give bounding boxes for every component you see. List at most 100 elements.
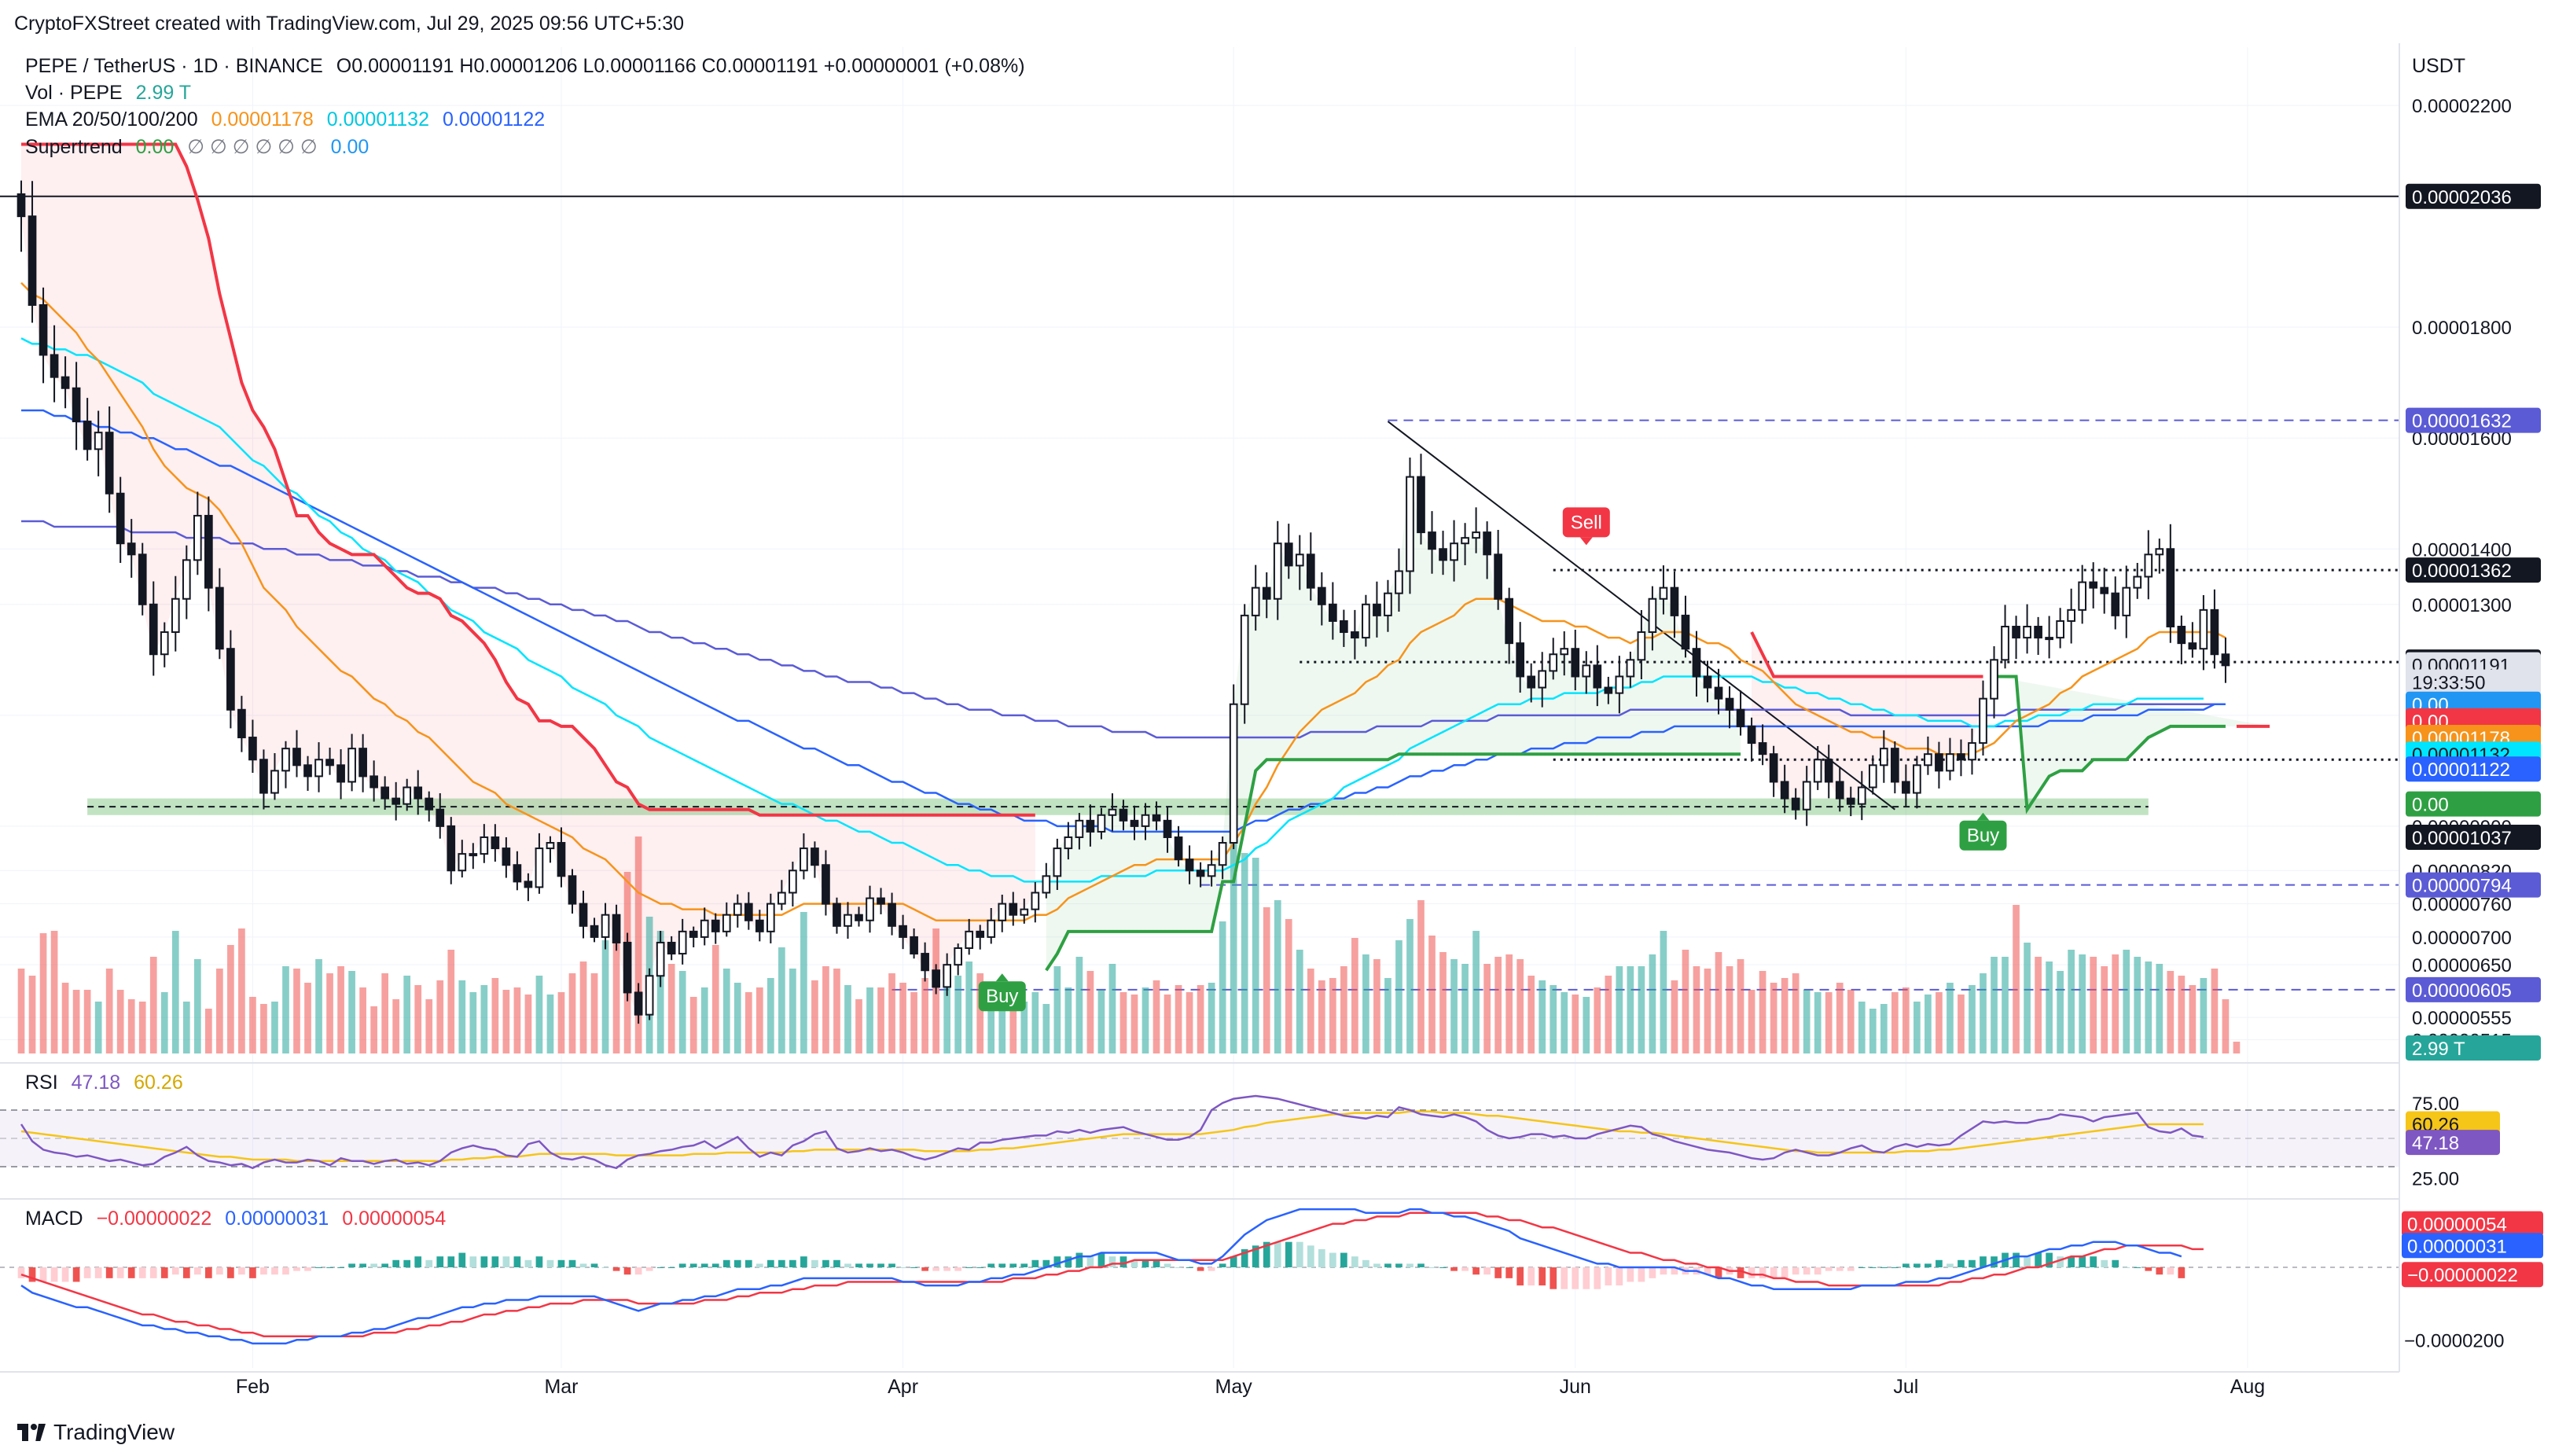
candle[interactable] [524, 873, 533, 902]
supertrend-label[interactable]: Supertrend [25, 136, 123, 158]
candle[interactable] [1725, 686, 1734, 729]
candle[interactable] [689, 926, 698, 947]
candle[interactable] [1163, 807, 1172, 853]
candle[interactable] [1835, 767, 1844, 812]
candle[interactable] [17, 180, 26, 252]
candle[interactable] [1130, 805, 1139, 840]
candle[interactable] [1009, 892, 1018, 926]
candle[interactable] [1924, 736, 1932, 775]
candle[interactable] [1604, 676, 1613, 704]
candle[interactable] [2034, 616, 2042, 655]
candle[interactable] [2166, 524, 2175, 643]
candle[interactable] [1593, 645, 1602, 707]
candle[interactable] [1031, 881, 1040, 923]
candle[interactable] [149, 581, 158, 676]
candle[interactable] [1086, 804, 1095, 847]
candle[interactable] [1615, 656, 1624, 714]
candle[interactable] [50, 325, 59, 403]
price-label-pill[interactable]: 0.00001362 [2406, 557, 2541, 583]
candle[interactable] [2111, 576, 2120, 630]
candle[interactable] [1406, 457, 1414, 594]
candle[interactable] [1527, 663, 1536, 703]
candle[interactable] [1141, 803, 1150, 840]
candle[interactable] [546, 836, 555, 863]
candle[interactable] [1306, 532, 1315, 601]
candle[interactable] [39, 287, 48, 384]
candle[interactable] [1395, 548, 1403, 612]
candle[interactable] [1262, 572, 1271, 619]
candle[interactable] [1990, 646, 1998, 719]
candle[interactable] [1340, 609, 1348, 647]
candle[interactable] [259, 749, 268, 810]
candle[interactable] [2210, 589, 2219, 669]
candle[interactable] [347, 734, 356, 792]
candle[interactable] [866, 885, 874, 933]
candle[interactable] [1020, 898, 1029, 924]
candle[interactable] [480, 824, 489, 863]
candle[interactable] [171, 575, 180, 652]
candle[interactable] [1516, 622, 1525, 693]
candle[interactable] [447, 817, 456, 884]
candle[interactable] [1946, 737, 1954, 781]
price-label-pill[interactable]: 0.00001122 [2406, 756, 2541, 782]
candle[interactable] [1769, 745, 1778, 797]
candle[interactable] [932, 964, 940, 995]
macd-line-pill[interactable]: 0.00000031 [2402, 1233, 2543, 1259]
candle[interactable] [436, 792, 445, 839]
candle[interactable] [1152, 801, 1161, 831]
candle[interactable] [1703, 660, 1712, 703]
candle[interactable] [888, 892, 896, 936]
candle[interactable] [2188, 622, 2197, 658]
candle[interactable] [380, 776, 390, 810]
candle[interactable] [458, 840, 467, 878]
candle[interactable] [1362, 594, 1370, 647]
candle[interactable] [645, 968, 654, 1020]
candle[interactable] [28, 181, 37, 323]
candle[interactable] [2001, 605, 2009, 669]
candle[interactable] [336, 749, 345, 800]
candle[interactable] [248, 719, 257, 773]
macd-hist-pill[interactable]: −0.00000022 [2402, 1262, 2543, 1288]
candle[interactable] [2056, 608, 2064, 649]
candle[interactable] [502, 836, 511, 878]
candle[interactable] [1681, 595, 1690, 658]
candle[interactable] [1846, 786, 1855, 817]
candle[interactable] [1890, 741, 1899, 794]
candle[interactable] [844, 902, 852, 939]
candle[interactable] [61, 356, 70, 409]
price-label-pill[interactable]: 19:33:50 [2406, 669, 2541, 695]
candle[interactable] [72, 362, 81, 450]
candle[interactable] [105, 406, 114, 513]
candle[interactable] [2067, 588, 2076, 644]
candle[interactable] [1780, 764, 1789, 814]
candle[interactable] [1879, 730, 1888, 783]
candle[interactable] [755, 910, 764, 942]
candle[interactable] [2012, 616, 2020, 660]
candle[interactable] [1097, 807, 1106, 840]
candle[interactable] [1538, 652, 1547, 708]
price-label-pill[interactable]: 0.00000605 [2406, 976, 2541, 1002]
candle[interactable] [1428, 511, 1436, 574]
price-label-pill[interactable]: 0.00001632 [2406, 407, 2541, 433]
candle[interactable] [193, 491, 202, 575]
candle[interactable] [1384, 579, 1392, 632]
candle[interactable] [1935, 741, 1943, 789]
candle[interactable] [1351, 609, 1359, 660]
candle[interactable] [1284, 524, 1293, 579]
candle[interactable] [403, 778, 412, 811]
candle[interactable] [303, 756, 312, 791]
candle[interactable] [325, 748, 334, 775]
candle[interactable] [612, 904, 621, 951]
buy-signal-tag-1[interactable]: Buy [978, 973, 1026, 1012]
candle[interactable] [1791, 788, 1800, 820]
candle[interactable] [766, 893, 775, 943]
candle[interactable] [899, 914, 907, 950]
candle[interactable] [1582, 651, 1591, 694]
price-label-pill[interactable]: 0.00001037 [2406, 824, 2541, 850]
candle[interactable] [1196, 862, 1205, 888]
candle[interactable] [579, 890, 588, 939]
candle[interactable] [2199, 595, 2208, 671]
candle[interactable] [678, 918, 687, 965]
candle[interactable] [656, 931, 665, 987]
candle[interactable] [976, 925, 985, 950]
